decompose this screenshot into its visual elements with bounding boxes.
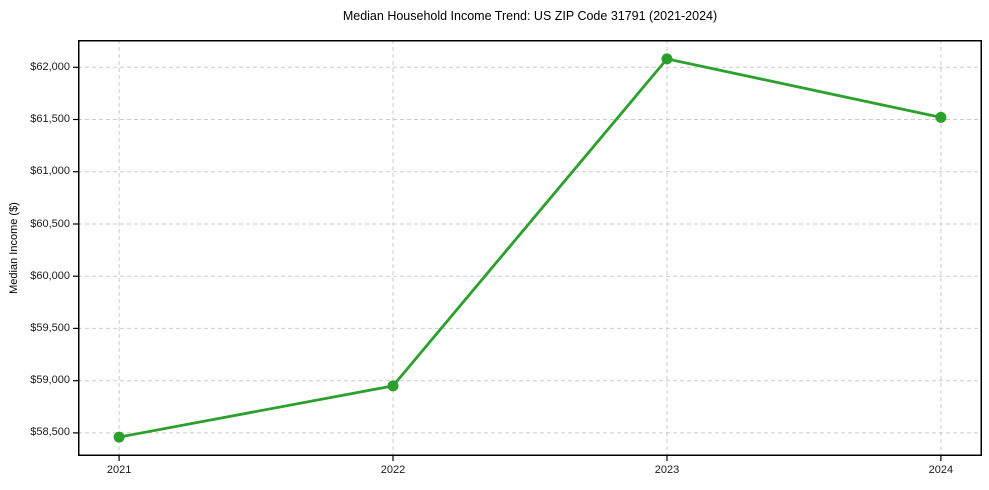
x-tick-label: 2023 <box>654 464 680 476</box>
data-point-2023 <box>661 53 673 65</box>
y-tick-label: $62,000 <box>30 60 70 73</box>
plot-area <box>73 40 982 461</box>
y-tick-label: $59,500 <box>30 321 70 334</box>
x-tick-label: 2021 <box>106 464 132 476</box>
y-tick-label: $61,500 <box>30 113 70 125</box>
plot-border <box>78 40 982 456</box>
data-point-2024 <box>935 111 947 123</box>
y-tick-label: $60,000 <box>30 269 70 282</box>
trend-line <box>117 57 943 439</box>
y-tick-label: $61,000 <box>30 165 70 178</box>
chart-svg <box>73 40 982 461</box>
y-tick-label: $58,500 <box>30 426 70 439</box>
x-tick-label: 2022 <box>380 464 406 476</box>
y-tick-label: $60,500 <box>30 217 70 230</box>
data-point-2022 <box>387 380 399 392</box>
data-point-2021 <box>113 431 125 443</box>
y-tick-label: $59,000 <box>30 374 70 387</box>
chart-title: Median Household Income Trend: US ZIP Co… <box>342 9 718 23</box>
x-tick-label: 2024 <box>928 464 954 476</box>
